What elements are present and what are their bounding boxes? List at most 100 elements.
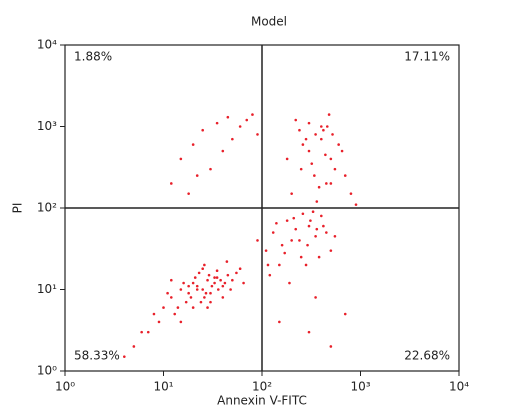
point bbox=[187, 192, 190, 195]
point bbox=[238, 125, 242, 128]
point bbox=[325, 231, 328, 234]
point bbox=[320, 125, 323, 128]
point bbox=[225, 260, 229, 263]
point bbox=[317, 255, 321, 259]
point bbox=[333, 234, 337, 238]
point bbox=[337, 143, 340, 146]
y-tick-label: 10³ bbox=[37, 119, 57, 133]
point bbox=[340, 149, 344, 153]
point bbox=[349, 192, 353, 195]
point bbox=[182, 281, 185, 285]
y-tick-label: 10¹ bbox=[37, 282, 57, 296]
x-tick-label: 10⁴ bbox=[449, 380, 469, 394]
point bbox=[245, 118, 249, 122]
point bbox=[256, 239, 259, 242]
point bbox=[280, 243, 284, 247]
point bbox=[242, 281, 245, 285]
point bbox=[278, 320, 281, 324]
point bbox=[209, 300, 212, 304]
point bbox=[213, 276, 216, 279]
point bbox=[275, 221, 278, 225]
point bbox=[223, 281, 227, 285]
point bbox=[314, 296, 317, 299]
x-tick-label: 10³ bbox=[350, 380, 370, 394]
point bbox=[189, 296, 193, 299]
point bbox=[322, 128, 325, 132]
y-tick-label: 10⁰ bbox=[37, 364, 57, 378]
point bbox=[310, 162, 314, 165]
point bbox=[176, 306, 180, 309]
point bbox=[207, 273, 211, 277]
point bbox=[311, 210, 315, 214]
point bbox=[195, 288, 199, 291]
point bbox=[140, 330, 143, 334]
chart-title: Model bbox=[251, 15, 287, 29]
point bbox=[197, 271, 201, 275]
point bbox=[179, 157, 183, 161]
point bbox=[343, 312, 347, 316]
point bbox=[313, 174, 316, 177]
point bbox=[199, 300, 203, 304]
point bbox=[290, 239, 293, 242]
point bbox=[215, 269, 219, 273]
point bbox=[221, 296, 225, 299]
point bbox=[215, 276, 219, 279]
point bbox=[221, 149, 225, 153]
point bbox=[201, 288, 204, 291]
point bbox=[152, 312, 156, 316]
quadrant-label: 1.88% bbox=[74, 50, 112, 64]
point bbox=[324, 153, 327, 157]
point bbox=[327, 113, 331, 116]
point bbox=[285, 157, 289, 161]
point bbox=[322, 224, 325, 228]
point bbox=[187, 284, 190, 288]
point bbox=[191, 143, 195, 146]
point bbox=[226, 273, 230, 277]
point bbox=[238, 267, 242, 270]
point bbox=[206, 306, 209, 309]
point bbox=[132, 345, 136, 348]
point bbox=[309, 219, 312, 222]
point bbox=[301, 143, 305, 146]
point bbox=[306, 243, 309, 247]
point bbox=[320, 214, 323, 218]
point bbox=[298, 239, 301, 242]
point bbox=[264, 249, 268, 252]
point bbox=[191, 281, 195, 285]
point bbox=[314, 133, 317, 136]
point bbox=[123, 355, 126, 358]
point bbox=[162, 306, 165, 309]
point bbox=[294, 227, 298, 231]
point bbox=[278, 263, 281, 267]
point bbox=[317, 185, 321, 189]
point bbox=[210, 284, 214, 288]
point bbox=[231, 137, 234, 141]
point bbox=[304, 263, 308, 267]
point bbox=[299, 167, 303, 171]
point bbox=[166, 291, 169, 295]
point bbox=[206, 278, 209, 282]
point bbox=[193, 276, 197, 279]
point bbox=[169, 278, 173, 282]
point bbox=[325, 125, 329, 128]
point bbox=[173, 312, 177, 316]
point bbox=[229, 288, 232, 291]
point bbox=[221, 284, 225, 288]
point bbox=[333, 167, 337, 171]
quadrant-label: 17.11% bbox=[404, 50, 450, 64]
point bbox=[231, 278, 234, 282]
point bbox=[203, 263, 206, 267]
point bbox=[179, 320, 183, 324]
point bbox=[215, 121, 219, 125]
point bbox=[325, 182, 328, 185]
point bbox=[201, 128, 204, 132]
x-tick-label: 10⁰ bbox=[55, 380, 75, 394]
point bbox=[314, 234, 317, 238]
point bbox=[226, 115, 230, 119]
point bbox=[157, 320, 161, 324]
x-axis-label: Annexin V-FITC bbox=[217, 394, 307, 407]
point bbox=[235, 271, 238, 275]
y-axis-label: PI bbox=[11, 203, 25, 214]
point bbox=[204, 291, 208, 295]
